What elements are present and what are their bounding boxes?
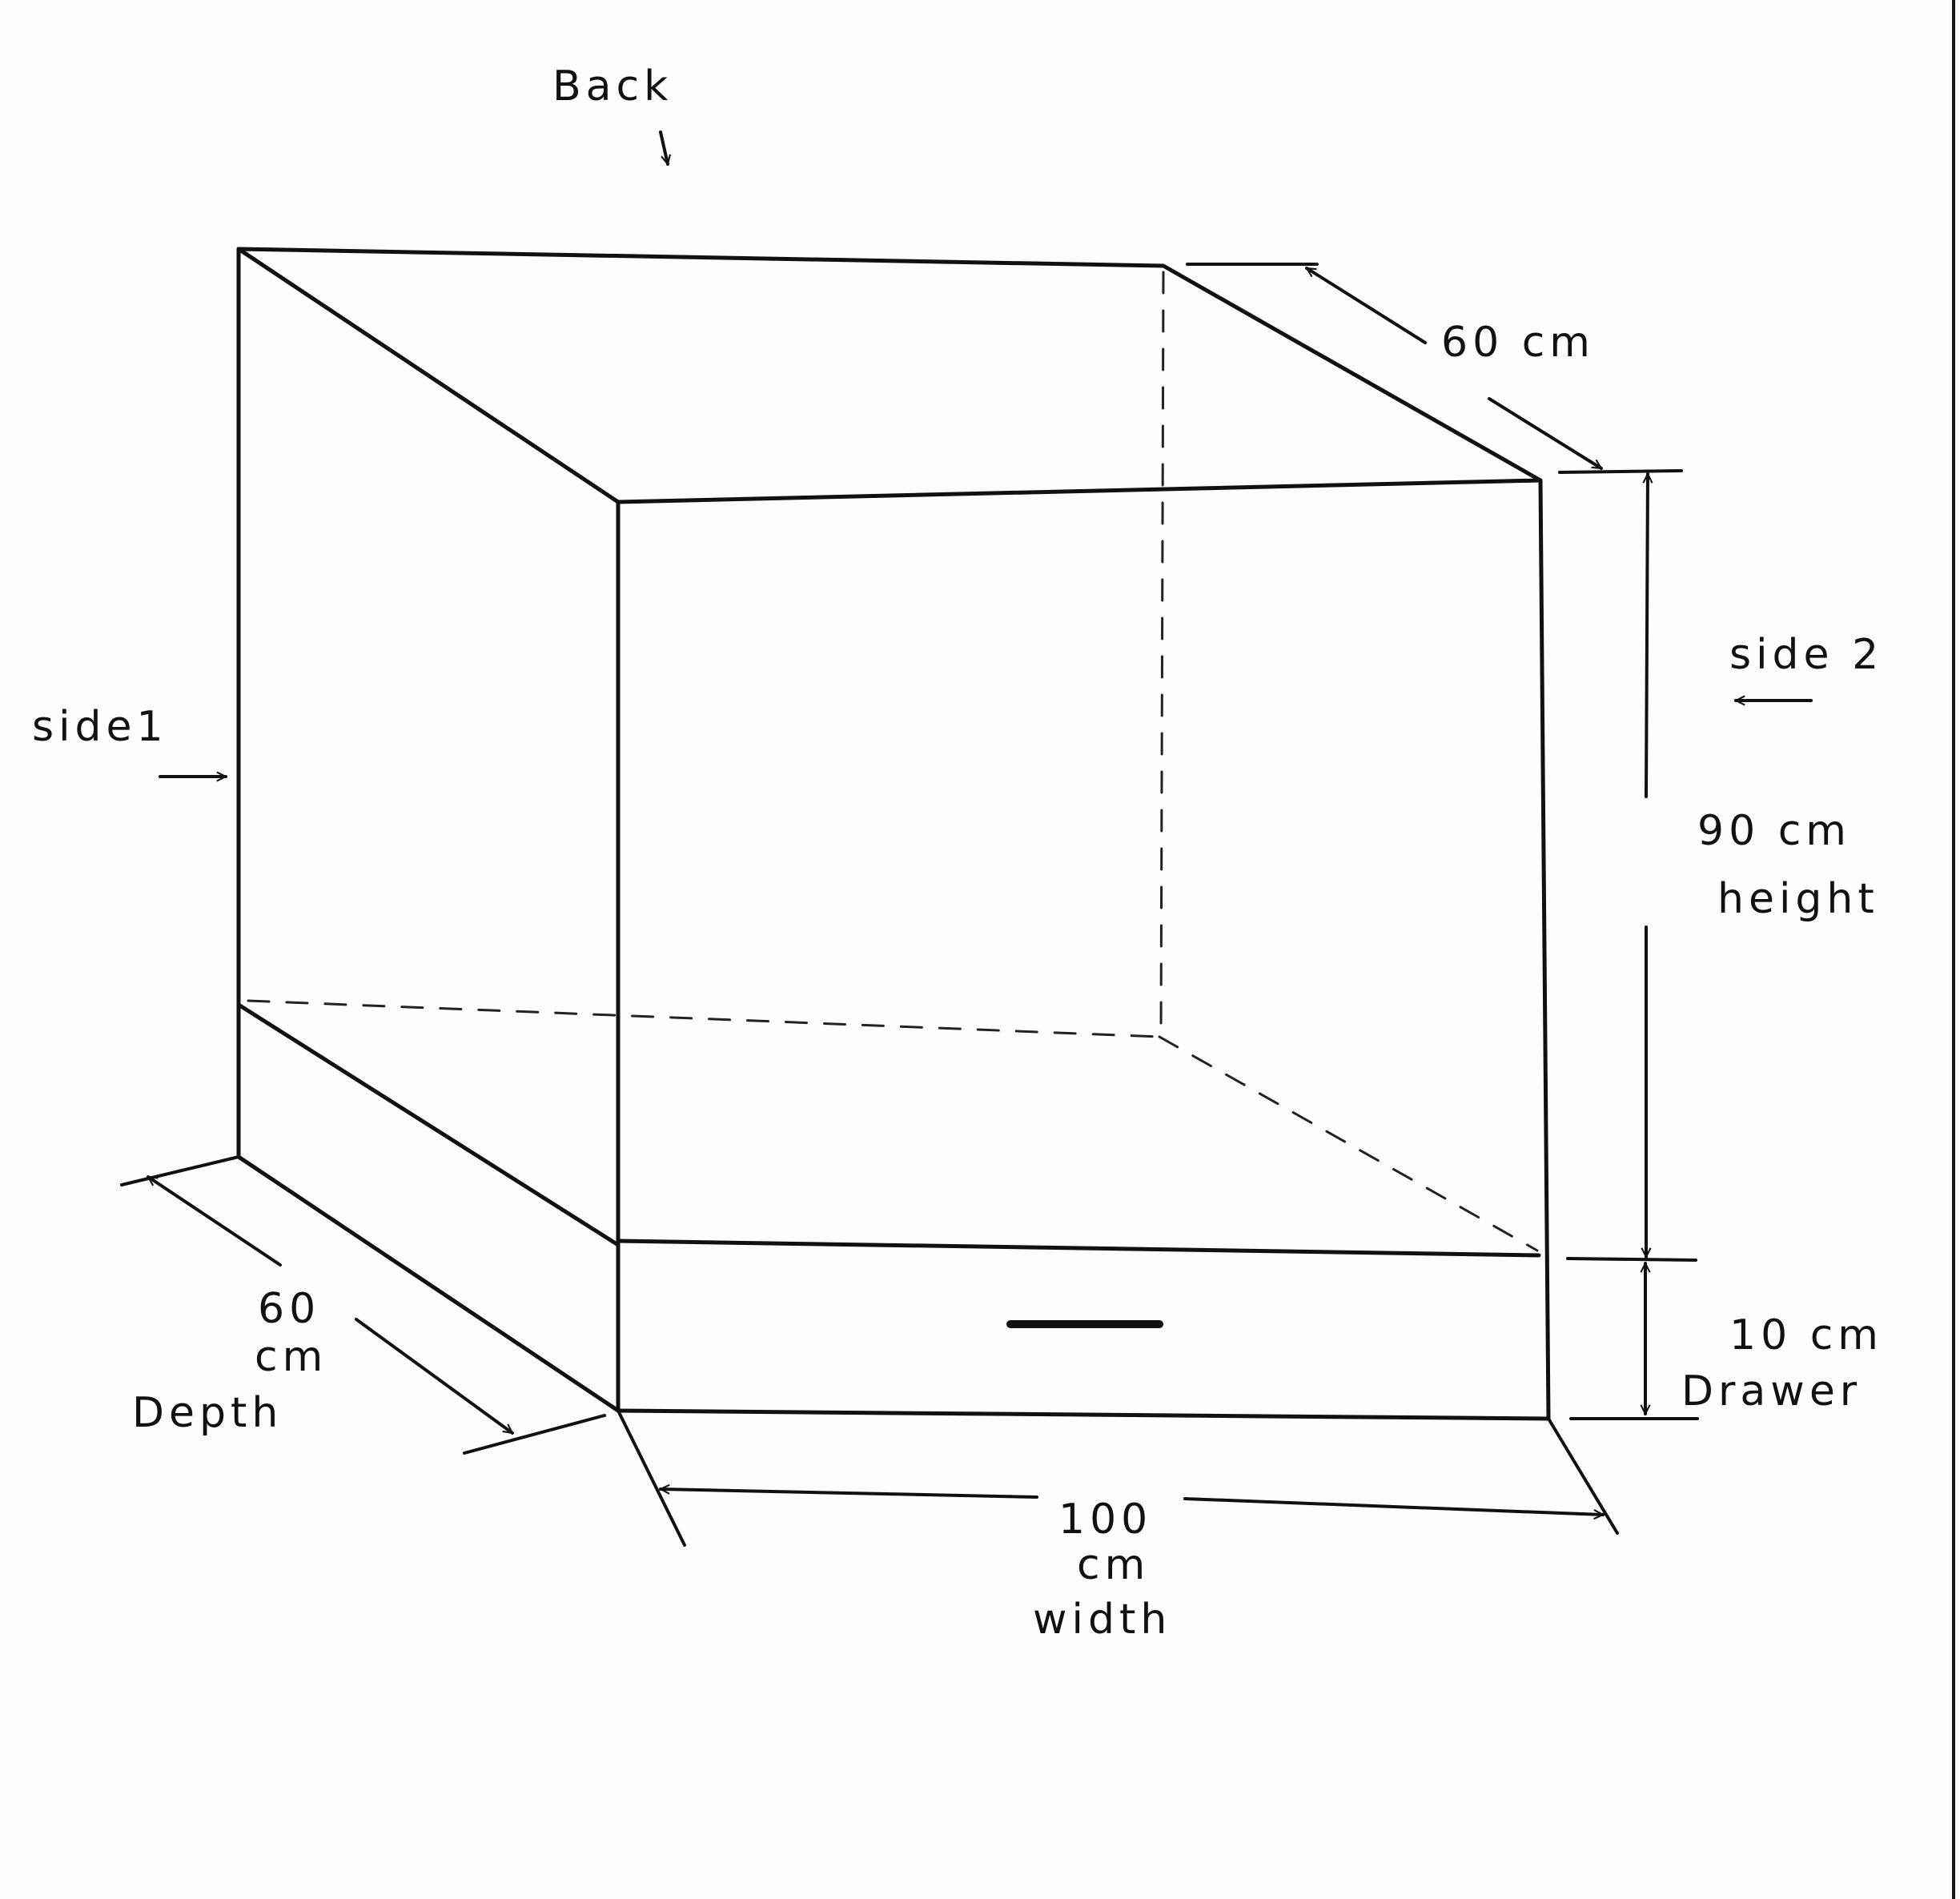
drawer-top-edge [616, 1239, 1541, 1258]
cabinet-box [236, 247, 1551, 1421]
drawer-side-top-edge [236, 1002, 621, 1247]
top-back-edge [236, 247, 1166, 268]
depth-arrow-upper [147, 1175, 282, 1267]
depth-dimension [120, 1155, 606, 1455]
drawer-word-label: Drawer [1681, 1367, 1862, 1415]
width-extension-right [1547, 1417, 1619, 1535]
height-value-label: 90 cm [1697, 807, 1851, 855]
height-dimension [1558, 469, 1683, 1259]
side2-label: side 2 [1729, 631, 1883, 679]
width-dimension [617, 1409, 1619, 1547]
height-word-label: height [1717, 875, 1879, 923]
back-pointer [659, 130, 668, 164]
depth-arrow-lower [355, 1318, 514, 1435]
top-right-edge [1161, 263, 1543, 483]
hidden-edges [247, 271, 1539, 1252]
depth-value-label: 60 [258, 1285, 320, 1333]
width-arrow-left [659, 1489, 1038, 1499]
depth-unit-label: cm [255, 1333, 327, 1381]
side1-label: side1 [32, 703, 168, 751]
top-left-edge [236, 247, 621, 504]
width-arrow-right [1183, 1497, 1605, 1515]
width-word-label: width [1033, 1596, 1171, 1644]
height-top-extension [1558, 469, 1683, 474]
depth-word-label: Depth [132, 1389, 283, 1437]
bottom-front-edge [616, 1408, 1551, 1421]
depth-extension-front [463, 1414, 606, 1455]
height-arrow-upper [1646, 472, 1648, 798]
top-front-edge [616, 478, 1543, 504]
width-extension-left [617, 1409, 686, 1547]
top-depth-dimension [1186, 263, 1603, 470]
back-label: Back [552, 62, 673, 110]
hidden-back-bottom-edge [247, 999, 1161, 1038]
top-depth-label: 60 cm [1441, 319, 1595, 367]
bottom-left-edge [236, 1154, 621, 1413]
hidden-right-bottom-edge [1158, 1035, 1539, 1252]
width-value-label: 100 [1058, 1496, 1152, 1544]
drawer-dimension [1566, 1257, 1699, 1420]
drawer-value-label: 10 cm [1729, 1311, 1883, 1359]
drawer-top-extension [1566, 1257, 1697, 1262]
hidden-back-vertical-edge [1159, 271, 1165, 1038]
top-depth-arrow-upper [1305, 267, 1427, 344]
front-right-vertical-edge [1538, 478, 1551, 1421]
depth-extension-back [120, 1155, 240, 1186]
back-arrow [659, 130, 668, 164]
width-unit-label: cm [1077, 1541, 1150, 1589]
top-depth-arrow-lower [1488, 397, 1603, 470]
